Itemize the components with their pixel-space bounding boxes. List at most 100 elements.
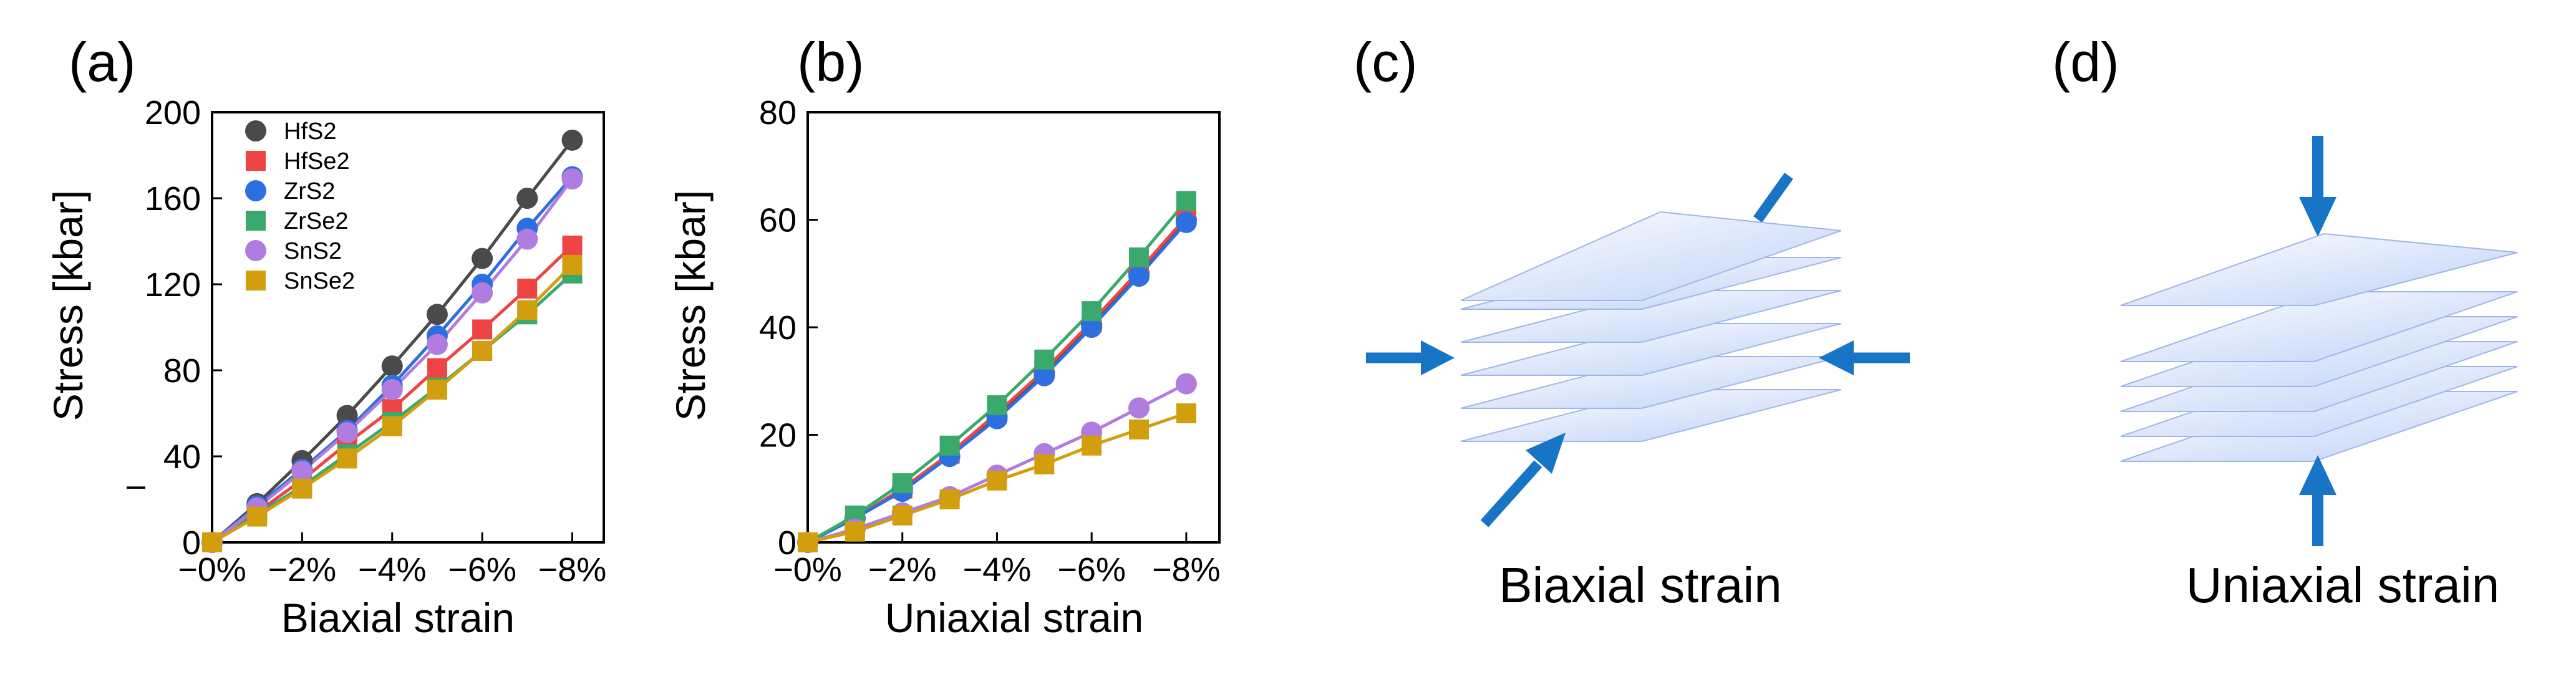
layer-sheet [2120,233,2518,306]
x-tick-label: −8% [538,551,607,589]
data-point-SnSe2 [939,489,960,509]
panel-b: (b) −0% −2% −4% −6% −8% 0 20 40 60 80 Uniaxial st… [667,31,1221,641]
data-point-SnSe2 [798,532,818,552]
legend-marker-HfSe2 [246,151,266,171]
data-point-SnS2 [472,282,493,304]
y-tick-label: 0 [778,524,797,562]
data-point-SnSe2 [892,505,913,526]
data-point-ZrSe2 [987,395,1007,416]
y-tick-label: 160 [145,180,201,218]
data-point-SnSe2 [845,521,865,542]
x-tick-label: −0% [773,551,842,589]
data-point-SnS2 [1175,373,1197,395]
data-point-HfS2 [472,247,493,269]
arrow-left-icon [1366,340,1455,375]
legend-marker-SnSe2 [246,271,266,291]
data-point-ZrS2 [1175,211,1197,233]
layer-sheet [1460,211,1842,301]
panel-d-uniaxial-diagram: (d) Uniaxial strain [2052,31,2518,613]
data-point-SnSe2 [337,448,357,469]
panel-c-label: (c) [1353,31,1418,93]
data-point-ZrSe2 [1034,349,1055,370]
data-point-HfSe2 [427,358,447,378]
plot-a-y-axis-label: Stress [kbar] [45,190,91,421]
layer-sheet [2120,291,2518,362]
data-point-SnS2 [426,334,448,355]
x-tick-label: −2% [868,551,937,589]
y-tick-label: 40 [163,438,201,476]
data-point-HfSe2 [562,235,583,256]
plot-frame [806,111,1221,544]
data-point-SnS2 [561,168,583,190]
y-tick-label: 80 [759,94,797,132]
data-point-SnSe2 [202,532,222,552]
plot-a-x-axis-label: Biaxial strain [281,595,515,641]
data-point-ZrS2 [1034,365,1055,387]
y-tick-label: 200 [145,94,201,132]
plot-b: −0% −2% −4% −6% −8% 0 20 40 60 80 [759,94,1221,589]
data-point-HfS2 [516,188,538,209]
data-point-HfS2 [381,355,403,377]
arrow-front-icon [1480,433,1566,527]
plot-b-y-axis-label: Stress [kbar] [667,190,714,421]
data-point-SnSe2 [1129,419,1150,440]
data-point-SnSe2 [472,340,493,361]
data-point-SnSe2 [1034,454,1055,474]
panel-c-biaxial-diagram: (c) Biaxial strain [1353,31,1910,613]
plot-frame [211,111,605,544]
data-point-HfS2 [426,304,448,325]
x-tick-label: −0% [178,551,246,589]
data-point-SnS2 [1128,397,1150,419]
panel-d-caption: Uniaxial strain [2186,557,2499,613]
legend-label-HfSe2: HfSe2 [284,148,350,175]
data-point-SnSe2 [562,254,583,275]
legend-label-ZrSe2: ZrSe2 [284,208,348,234]
legend-label-SnS2: SnS2 [284,238,342,264]
layer-stack-c [1460,211,1842,442]
data-point-SnSe2 [427,380,447,400]
x-tick-label: −4% [963,551,1032,589]
data-point-SnSe2 [382,416,402,436]
arrow-down-icon [2299,136,2336,237]
panel-c-caption: Biaxial strain [1499,557,1782,613]
legend-marker-ZrS2 [245,180,266,201]
legend-label-SnSe2: SnSe2 [284,268,355,294]
y-tick-label: 80 [163,352,201,390]
x-tick-label: −2% [268,551,337,589]
y-tick-label: 20 [759,417,797,454]
data-point-ZrS2 [1128,266,1150,287]
y-tick-label: 120 [145,266,201,304]
arrow-back-shaft [1753,173,1793,223]
data-point-ZrSe2 [939,435,960,456]
x-tick-label: −8% [1152,551,1221,589]
data-point-ZrSe2 [1176,191,1196,211]
legend-marker-SnS2 [245,240,266,261]
x-tick-label: −6% [448,551,516,589]
data-point-SnS2 [516,228,538,250]
data-point-HfS2 [336,405,358,426]
data-point-ZrSe2 [1082,301,1102,322]
legend-marker-ZrSe2 [246,211,266,231]
stray-mark: – [127,466,145,504]
data-point-SnS2 [291,461,313,483]
data-point-HfSe2 [517,278,538,299]
x-tick-label: −4% [358,551,427,589]
data-point-ZrSe2 [892,473,913,494]
legend-label-HfS2: HfS2 [284,118,336,145]
data-point-ZrS2 [1081,317,1103,338]
data-point-SnS2 [381,379,403,401]
data-point-SnSe2 [517,300,538,320]
data-point-SnSe2 [292,478,312,499]
y-tick-label: 60 [759,202,797,239]
data-point-SnS2 [336,422,358,444]
panel-d-label: (d) [2052,31,2119,93]
legend-marker-HfS2 [245,120,266,142]
plot-a: −0% −2% −4% −6% −8% 0 40 80 120 160 200 HfS2 HfSe2 Zr… [145,94,606,589]
x-tick-label: −6% [1057,551,1126,589]
arrow-up-icon [2299,455,2336,546]
plot-b-x-axis-label: Uniaxial strain [885,595,1144,641]
panel-a-label: (a) [69,31,136,93]
data-point-SnSe2 [1176,403,1196,423]
y-tick-label: 0 [182,524,201,562]
